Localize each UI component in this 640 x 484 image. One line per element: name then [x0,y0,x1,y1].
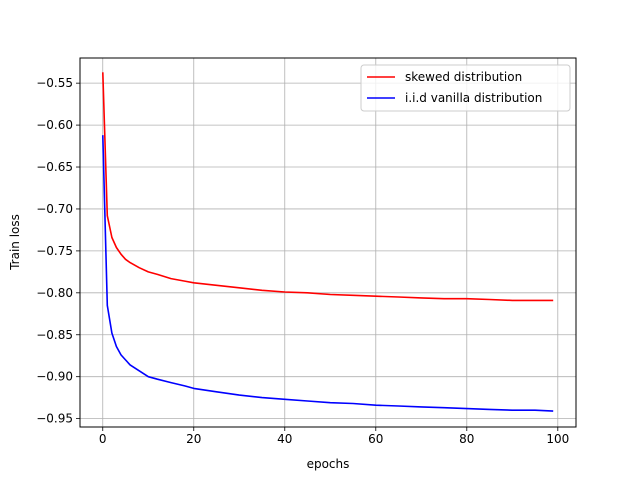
grid-lines [80,58,576,427]
legend: skewed distribution i.i.d vanilla distrib… [360,64,571,112]
y-tick-label: −0.70 [36,202,73,216]
legend-label: skewed distribution [405,70,522,84]
x-tick-label: 60 [368,432,383,446]
x-axis-label: epochs [307,457,350,471]
x-tick-label: 100 [546,432,569,446]
plot-frame [79,57,577,428]
y-tick-label: −0.90 [36,370,73,384]
series-line-0 [102,72,554,302]
y-tick-label: −0.80 [36,286,73,300]
y-tick-label: −0.60 [36,118,73,132]
y-tick-label: −0.55 [36,76,73,90]
series-lines [102,72,554,412]
legend-box [360,64,571,112]
y-tick-label: −0.85 [36,328,73,342]
legend-label: i.i.d vanilla distribution [405,91,542,105]
x-tick-label: 40 [277,432,292,446]
x-tick-label: 0 [99,432,107,446]
y-axis-label: Train loss [8,214,22,271]
y-tick-label: −0.65 [36,160,73,174]
x-tick-label: 20 [186,432,201,446]
axis-ticks: 0 20 40 60 80 100 −0.55 −0.60 −0.65 −0.70 −0.75 −0.… [36,76,569,446]
x-tick-label: 80 [459,432,474,446]
y-tick-label: −0.95 [36,412,73,426]
series-line-1 [102,135,554,412]
y-tick-label: −0.75 [36,244,73,258]
